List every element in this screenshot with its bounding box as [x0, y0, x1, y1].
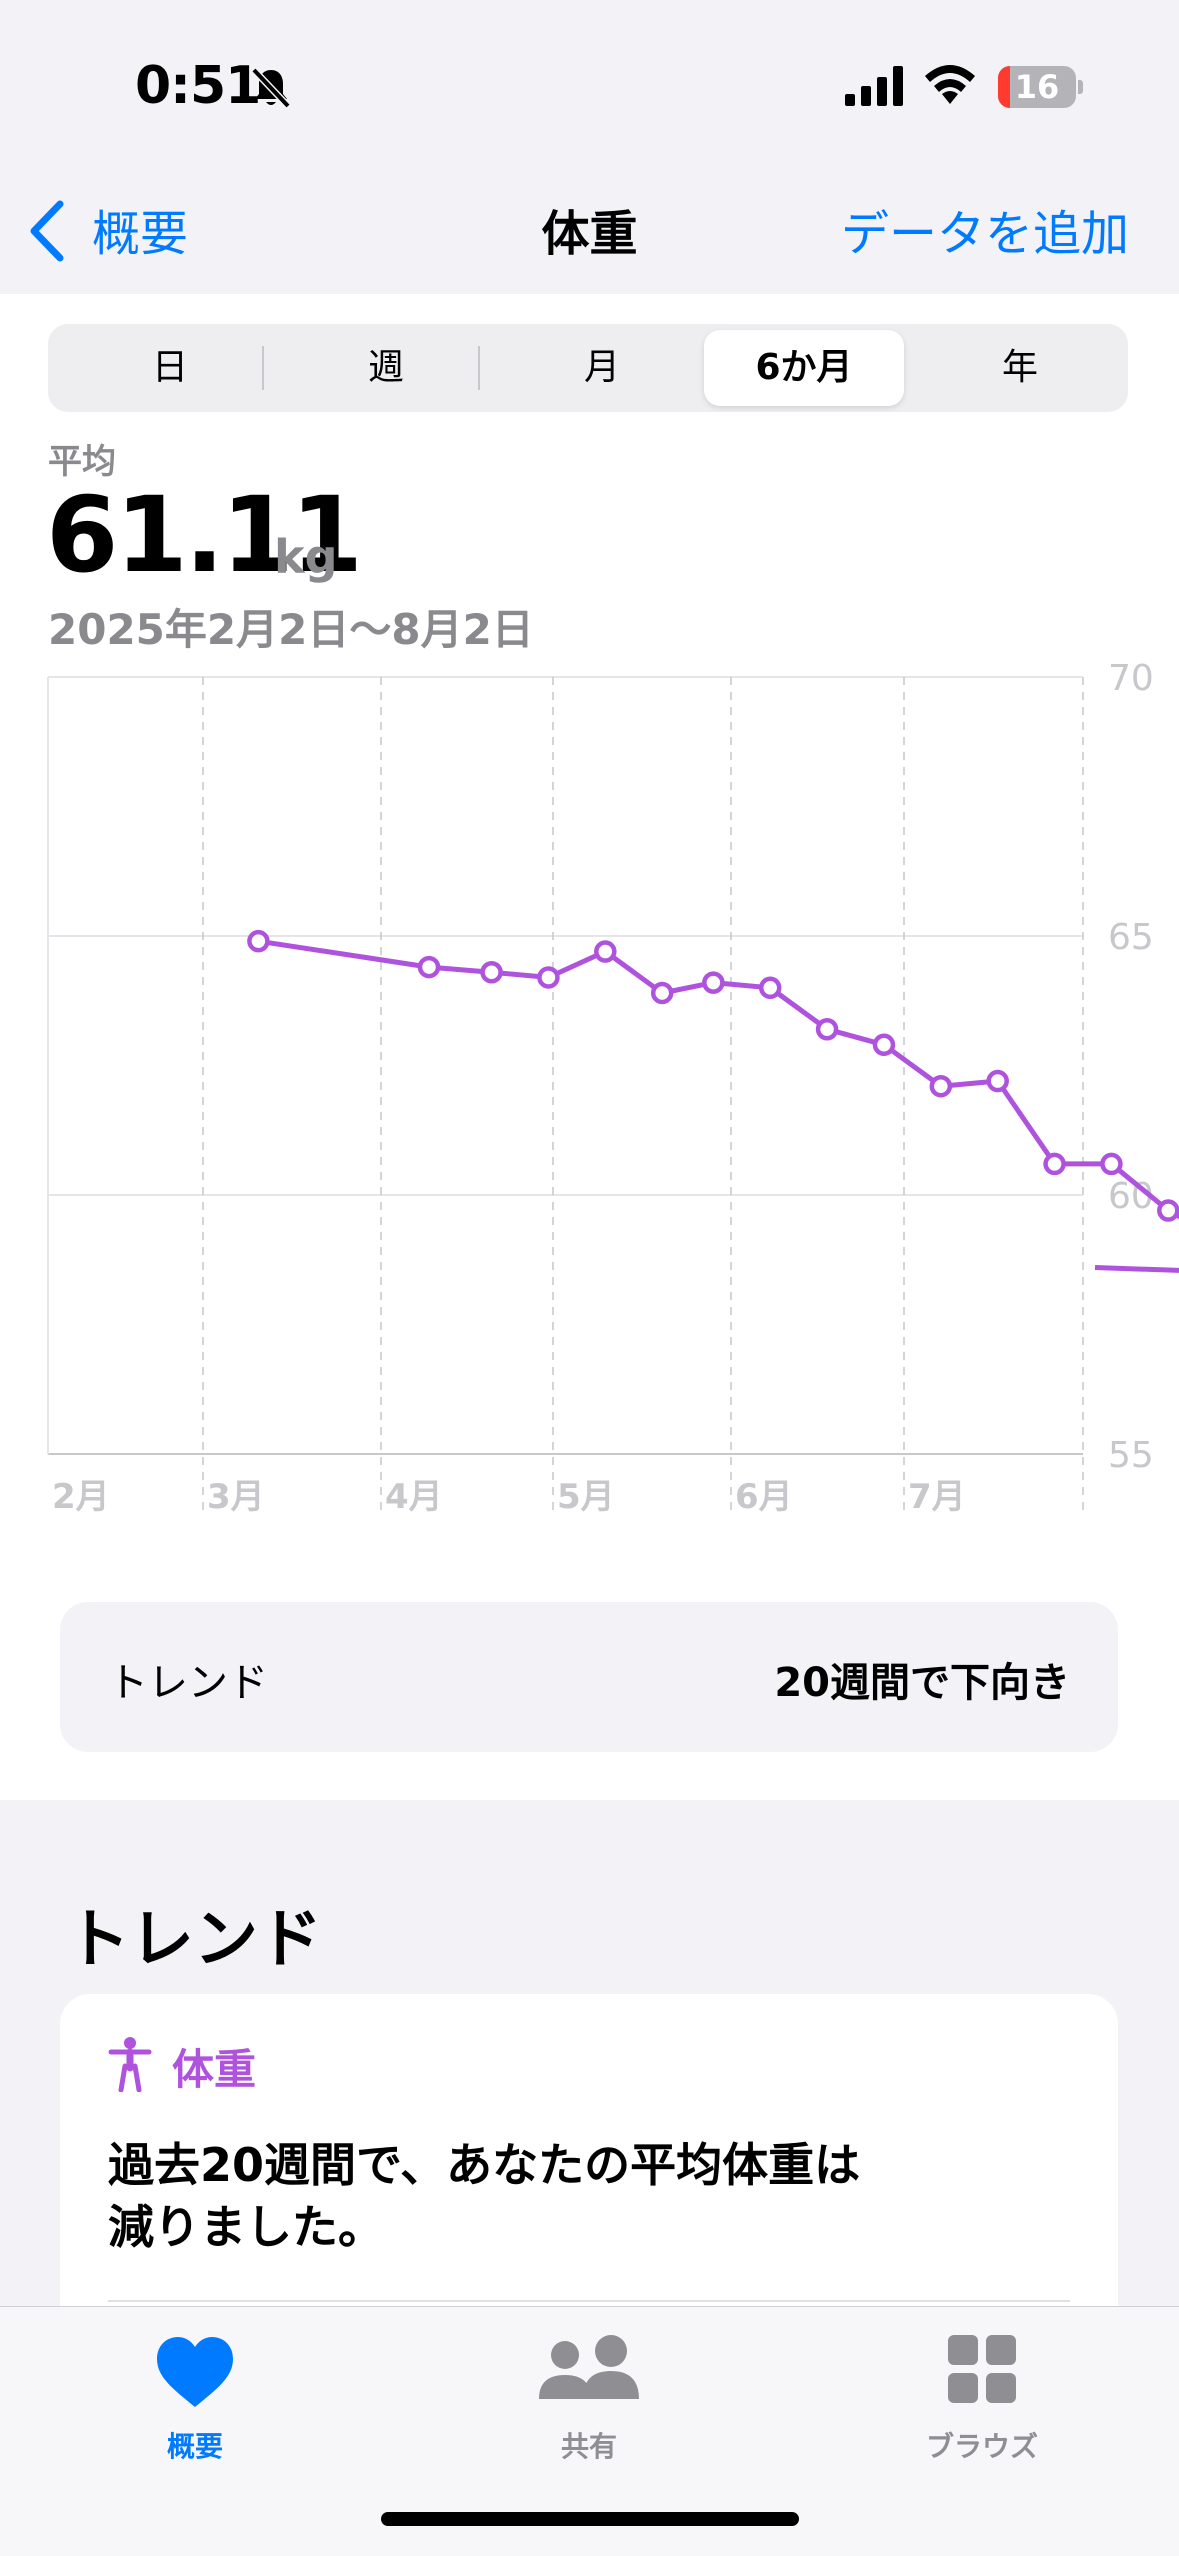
time-range-segmented-control: 日 週 月 6か月 年: [48, 324, 1128, 412]
data-point: [594, 940, 617, 963]
back-button[interactable]: 概要: [92, 206, 189, 262]
data-point: [872, 1033, 896, 1057]
data-point: [702, 971, 725, 994]
average-label: 平均: [48, 442, 116, 482]
data-point: [417, 955, 441, 979]
tab-sharing[interactable]: 共有: [459, 2327, 719, 2467]
average-value: 61.11: [46, 474, 363, 596]
segment-week[interactable]: 週: [367, 347, 404, 388]
cellular-signal-icon: [845, 66, 903, 106]
tab-sharing-label: 共有: [560, 2430, 617, 2463]
segment-year[interactable]: 年: [1001, 347, 1038, 388]
tab-summary[interactable]: 概要: [65, 2327, 325, 2467]
x-tick-label: 6月: [735, 1477, 793, 1517]
wifi-icon: [925, 65, 975, 104]
x-tick-label: 4月: [385, 1477, 443, 1517]
segment-day[interactable]: 日: [151, 347, 188, 388]
x-tick-label: 7月: [908, 1477, 966, 1517]
trend-card-line-1: 過去20週間で、あなたの平均体重は: [108, 2138, 861, 2192]
y-tick-label: 70: [1108, 658, 1154, 699]
date-range: 2025年2月2日〜8月2日: [48, 605, 534, 654]
trends-section-title: トレンド: [66, 1903, 322, 1977]
tab-browse[interactable]: ブラウズ: [852, 2327, 1112, 2467]
x-tick-label: 3月: [207, 1477, 265, 1517]
segment-divider: [262, 346, 264, 390]
data-point: [1043, 1152, 1066, 1176]
status-time: 0:51: [135, 56, 261, 116]
data-point: [929, 1074, 953, 1098]
data-point: [650, 981, 674, 1005]
figure-arms-open-icon: [108, 2037, 152, 2092]
battery-cap: [1078, 80, 1083, 94]
divider: [108, 2300, 1070, 2302]
series-line-continuation: [1094, 1265, 1179, 1273]
x-tick-label: 5月: [557, 1477, 615, 1517]
battery-percent: 16: [1014, 68, 1060, 106]
segment-month[interactable]: 月: [583, 347, 620, 388]
battery-level-fill: [998, 66, 1011, 108]
add-data-button[interactable]: データを追加: [840, 206, 1129, 262]
data-point: [1100, 1152, 1123, 1176]
status-bar: 0:51 16: [0, 0, 1179, 170]
tab-browse-label: ブラウズ: [925, 2430, 1038, 2463]
battery-icon: 16: [998, 66, 1076, 108]
segment-6-months[interactable]: 6か月: [704, 330, 904, 406]
x-tick-label: 2月: [52, 1477, 110, 1517]
trend-card[interactable]: 体重 過去20週間で、あなたの平均体重は 減りました。: [60, 1994, 1118, 2434]
data-point: [247, 929, 270, 953]
people-icon: [539, 2335, 639, 2399]
data-point: [480, 961, 503, 984]
tab-summary-label: 概要: [166, 2430, 223, 2463]
grid-icon: [948, 2335, 1016, 2403]
y-tick-label: 55: [1108, 1435, 1154, 1476]
home-indicator: [381, 2512, 799, 2526]
page-title: 体重: [541, 206, 638, 262]
chart-card: 日 週 月 6か月 年 平均 61.11 kg 2025年2月2日〜8月2日 7…: [0, 294, 1179, 1800]
data-point: [986, 1069, 1009, 1093]
trend-row-value: 20週間で下向き: [774, 1660, 1070, 1706]
data-point: [1157, 1199, 1179, 1222]
trend-row[interactable]: トレンド 20週間で下向き: [60, 1602, 1118, 1752]
heart-icon: [157, 2337, 233, 2407]
nav-bar: 概要 体重 データを追加: [0, 170, 1179, 294]
trend-row-label: トレンド: [108, 1660, 268, 1706]
trend-card-description: 過去20週間で、あなたの平均体重は 減りました。: [108, 2134, 1068, 2258]
segment-divider: [478, 346, 480, 390]
data-point: [758, 976, 782, 1000]
bell-slash-icon: [251, 67, 291, 109]
data-point: [537, 966, 560, 989]
average-unit: kg: [274, 530, 338, 584]
y-tick-label: 65: [1108, 917, 1154, 958]
chevron-left-icon[interactable]: [26, 198, 66, 264]
trend-card-line-2: 減りました。: [108, 2200, 384, 2254]
data-point: [815, 1017, 839, 1041]
trend-card-title: 体重: [172, 2045, 257, 2094]
